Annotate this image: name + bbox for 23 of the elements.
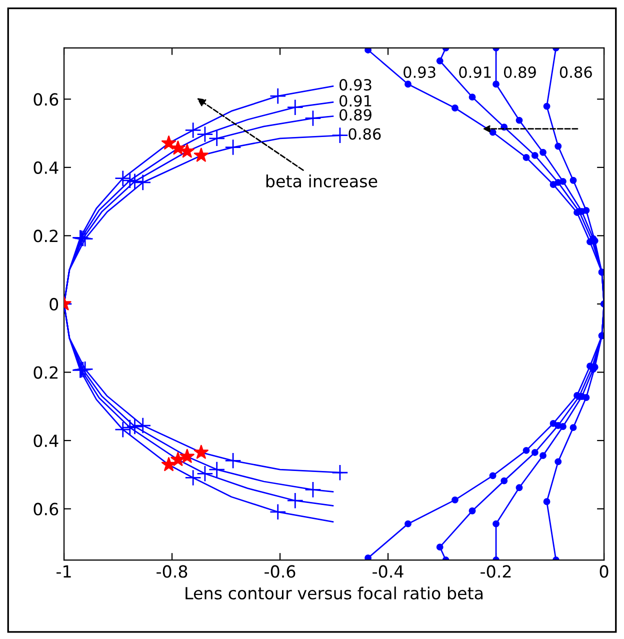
x-tick-label: -0.6 [264, 565, 296, 578]
series-label: 0.86 [348, 128, 381, 140]
y-tick-label: 0.2 [34, 230, 58, 242]
y-tick-label: 0 [50, 298, 58, 311]
series-label: 0.93 [340, 79, 372, 91]
x-tick-label: -1 [56, 565, 71, 578]
y-tick-label: 0.6 [34, 93, 58, 106]
series-label: 0.93 [404, 66, 436, 78]
series-label: 0.91 [340, 95, 372, 107]
y-tick-label: 0.6 [34, 502, 58, 516]
series-label: 0.86 [560, 66, 592, 78]
x-tick-label: -0.4 [372, 565, 404, 578]
annotation: beta increase [266, 174, 378, 188]
y-tick-label: 0.4 [34, 161, 58, 174]
series-label: 0.91 [459, 66, 491, 78]
x-tick-label: -0.8 [156, 565, 188, 578]
series-label: 0.89 [504, 66, 536, 78]
y-tick-label: 0.4 [34, 434, 58, 448]
x-axis-title: Lens contour versus focal ratio beta [186, 586, 483, 600]
series-label: 0.89 [340, 109, 372, 121]
y-tick-label: 0.2 [34, 366, 58, 379]
x-tick-label: -0.2 [480, 565, 511, 578]
x-tick-label: 0 [600, 565, 608, 578]
